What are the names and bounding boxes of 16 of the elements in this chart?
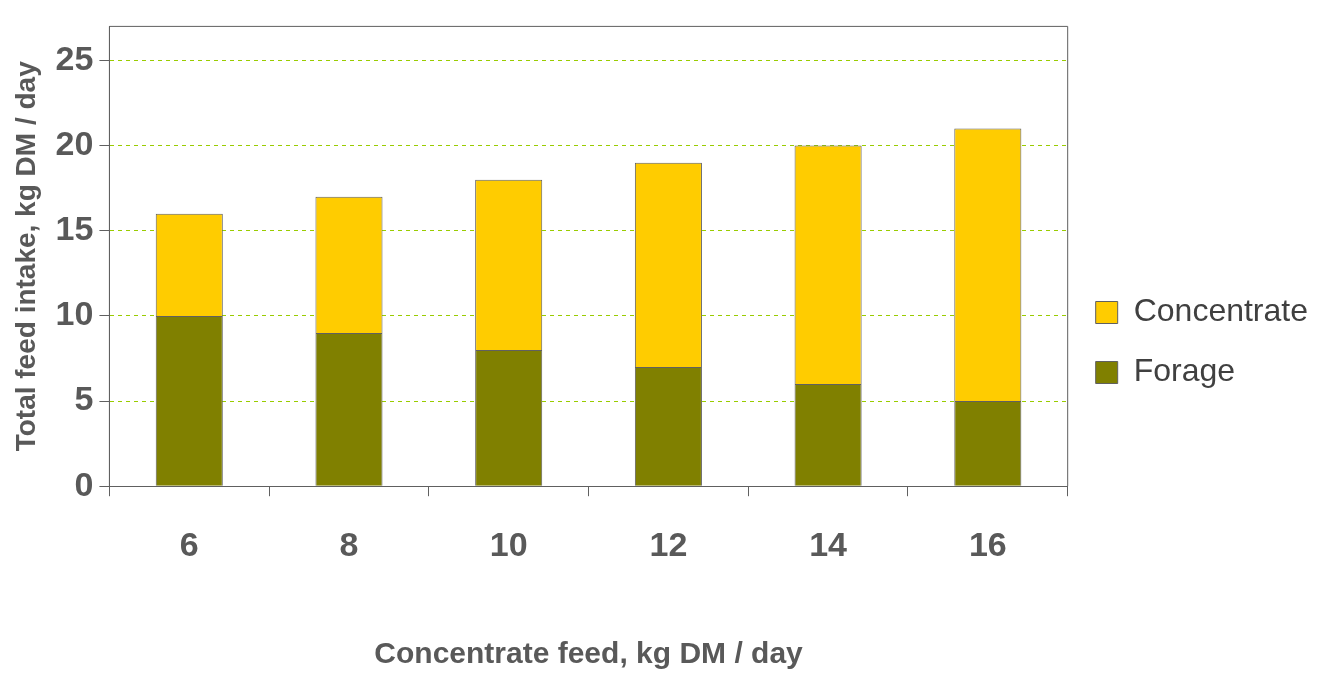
y-tick-label: 25 (55, 38, 94, 77)
y-tick-label: 5 (74, 379, 94, 418)
x-tick-label: 14 (809, 524, 848, 563)
y-tick-label: 20 (55, 123, 94, 162)
x-tick-label: 10 (489, 524, 528, 563)
y-tick-label: 0 (74, 464, 94, 503)
y-axis-title: Total feed intake, kg DM / day (9, 60, 41, 452)
y-tick-label: 10 (55, 294, 94, 333)
legend-label: Concentrate (1133, 292, 1308, 329)
x-tick-label: 16 (968, 524, 1007, 563)
y-tick-label: 15 (55, 209, 94, 248)
x-axis-title: Concentrate feed, kg DM / day (374, 636, 804, 670)
x-tick-label: 6 (179, 524, 199, 563)
x-tick-label: 12 (649, 524, 688, 563)
legend-label: Forage (1133, 352, 1236, 389)
x-tick-label: 8 (339, 524, 359, 563)
